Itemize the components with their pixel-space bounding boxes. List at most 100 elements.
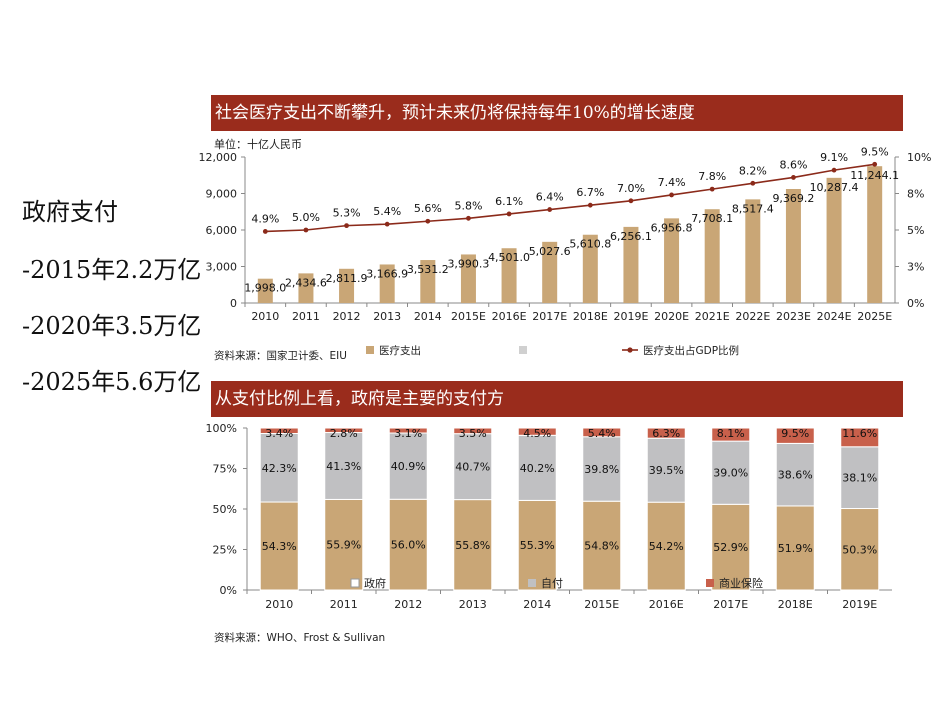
chart2-x-tick-label: 2015E xyxy=(584,598,619,611)
chart1-x-tick-label: 2018E xyxy=(573,310,608,323)
chart2-x-tick-label: 2017E xyxy=(713,598,748,611)
chart2-bar-segment-self xyxy=(259,433,299,503)
chart2-bar-segment-insurance xyxy=(646,427,686,439)
chart2-bar-label-insurance: 8.1% xyxy=(717,427,745,440)
chart1-bar xyxy=(704,209,720,303)
chart2-x-tick-label: 2016E xyxy=(649,598,684,611)
chart1-bar-label: 7,708.1 xyxy=(691,212,733,225)
chart1-y-left-tick-label: 0 xyxy=(230,297,237,310)
chart2-bar-segment-gov xyxy=(453,499,493,591)
chart2-bar-label-self: 39.8% xyxy=(584,463,619,476)
chart2-bar-label-insurance: 4.5% xyxy=(523,427,551,440)
chart2-x-tick-label: 2013 xyxy=(459,598,487,611)
chart2-bar-segment-gov xyxy=(582,500,622,591)
chart1-y-left-tick-label: 9,000 xyxy=(206,188,238,201)
chart2-bar-label-insurance: 2.8% xyxy=(330,427,358,440)
left-note-line-2015: -2015年2.2万亿 xyxy=(22,256,202,284)
chart2-bar-segment-insurance xyxy=(775,427,815,444)
chart1-bar-label: 1,998.0 xyxy=(244,282,286,295)
chart1-bar-label: 2,811.9 xyxy=(326,272,368,285)
chart2-bar-segment-insurance xyxy=(517,427,557,436)
chart1-y-left-tick-label: 3,000 xyxy=(206,261,238,274)
chart1-line-point xyxy=(384,221,390,227)
chart2-bar-label-gov: 54.2% xyxy=(649,540,684,553)
chart2-bar-label-gov: 55.9% xyxy=(326,539,361,552)
chart1-line-label: 6.4% xyxy=(536,191,564,204)
chart2-bar-label-self: 40.2% xyxy=(520,462,555,475)
chart1-line-label: 5.3% xyxy=(333,207,361,220)
chart2-y-tick-label: 75% xyxy=(213,463,237,476)
chart1-x-tick-label: 2013 xyxy=(373,310,401,323)
chart1-line-label: 8.2% xyxy=(739,164,767,177)
chart2-bar-label-self: 42.3% xyxy=(262,462,297,475)
chart1-bar xyxy=(298,273,314,303)
chart2-bar-segment-self xyxy=(517,434,557,501)
chart1-bar-label: 5,610.8 xyxy=(569,238,611,251)
chart1-line-label: 7.4% xyxy=(658,176,686,189)
chart1-bar-label: 5,027.6 xyxy=(529,245,571,258)
chart2-bar-label-insurance: 9.5% xyxy=(781,427,809,440)
chart1-bar-label: 11,244.1 xyxy=(850,169,899,182)
chart1-line-point xyxy=(628,198,634,204)
chart2-bar-label-self: 38.6% xyxy=(778,469,813,482)
chart1-line-label: 9.1% xyxy=(820,151,848,164)
chart1-bar xyxy=(623,226,639,303)
chart2-x-tick-label: 2010 xyxy=(265,598,293,611)
chart2-bar-segment-self xyxy=(324,432,364,500)
chart1-legend-swatch-empty xyxy=(519,346,527,354)
chart1-line-point xyxy=(750,180,756,186)
chart2-bar-label-insurance: 3.1% xyxy=(394,427,422,440)
chart2-bar-segment-insurance xyxy=(711,427,751,442)
chart1-bar xyxy=(582,234,598,303)
chart1-line-point xyxy=(587,202,593,208)
chart1-line-label: 6.7% xyxy=(576,186,604,199)
chart1-line-label: 9.5% xyxy=(861,145,889,158)
chart1-line-label: 7.0% xyxy=(617,182,645,195)
chart2-bar-segment-gov xyxy=(646,501,686,591)
chart2-bar-label-self: 40.7% xyxy=(455,461,490,474)
chart1-legend-label-line: 医疗支出占GDP比例 xyxy=(643,344,739,357)
chart1-x-tick-label: 2011 xyxy=(292,310,320,323)
chart1-source: 资料来源：国家卫计委、EIU xyxy=(214,350,347,362)
chart1-line-point xyxy=(506,211,512,217)
chart1-x-tick-label: 2020E xyxy=(654,310,689,323)
chart1-y-left-tick-label: 6,000 xyxy=(206,224,238,237)
chart1-bar-label: 3,990.3 xyxy=(447,257,489,270)
chart1-bar-label: 3,531.2 xyxy=(407,263,449,276)
chart2-bar-label-self: 38.1% xyxy=(842,472,877,485)
chart1-title-banner: 社会医疗支出不断攀升，预计未来仍将保持每年10%的增长速度 xyxy=(211,95,903,131)
chart2-bar-segment-insurance xyxy=(453,427,493,435)
chart1-bar xyxy=(379,264,395,303)
chart2-title-banner: 从支付比例上看，政府是主要的支付方 xyxy=(211,381,903,417)
chart1-bar-label: 2,434.6 xyxy=(285,276,327,289)
chart1-x-tick-label: 2016E xyxy=(492,310,527,323)
chart1-gdp-ratio-line xyxy=(265,163,875,233)
chart1-bar-label: 9,369.2 xyxy=(772,192,814,205)
chart1-line-label: 5.4% xyxy=(373,205,401,218)
chart1-line-point xyxy=(303,227,309,233)
chart2-x-tick-label: 2014 xyxy=(523,598,551,611)
chart1-legend-swatch-marker xyxy=(627,347,633,353)
chart1-bar-label: 6,956.8 xyxy=(651,221,693,234)
chart2-bar-segment-self xyxy=(840,446,880,510)
chart2-bar-segment-gov xyxy=(324,498,364,591)
chart2-bar-segment-gov xyxy=(840,508,880,591)
chart1-bar xyxy=(420,260,436,303)
chart2-bar-label-gov: 52.9% xyxy=(713,541,748,554)
chart1-line-label: 5.0% xyxy=(292,211,320,224)
chart1-bar-label: 10,287.4 xyxy=(810,181,859,194)
chart1-y-right-tick-label: 5% xyxy=(907,224,924,237)
left-note-line-2025: -2025年5.6万亿 xyxy=(22,368,202,396)
chart2-bar-segment-insurance xyxy=(259,427,299,435)
chart2-bar-segment-gov xyxy=(711,503,751,591)
chart1-line-label: 8.6% xyxy=(779,158,807,171)
chart2-y-tick-label: 25% xyxy=(213,544,237,557)
chart1-line-point xyxy=(872,161,878,167)
chart2-source: 资料来源：WHO、Frost & Sullivan xyxy=(214,632,386,644)
chart1-line-point xyxy=(425,218,431,224)
chart1-x-tick-label: 2022E xyxy=(735,310,770,323)
chart1-bar xyxy=(745,199,761,303)
chart2-bar-label-gov: 54.8% xyxy=(584,540,619,553)
chart1-bar-label: 3,166.9 xyxy=(366,267,408,280)
